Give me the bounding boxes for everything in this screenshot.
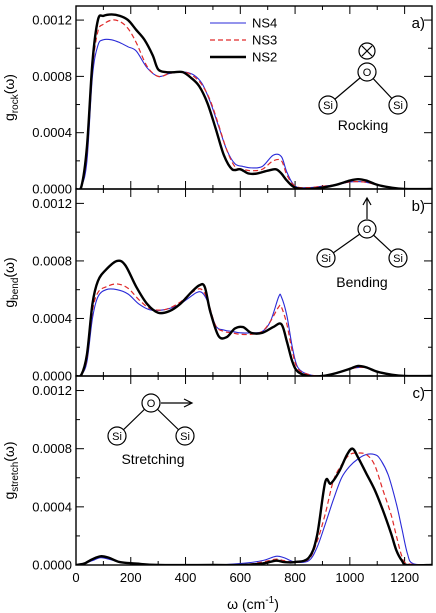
panel-a-ylabel-base: g	[1, 113, 17, 121]
bending-arrow-head	[362, 196, 372, 206]
legend: NS4 NS3 NS2	[210, 16, 277, 65]
panel-c-ylabel: gstretch(ω)	[1, 441, 21, 499]
panel-c-silicon-left-label: Si	[112, 431, 122, 443]
legend-label-ns3: NS3	[252, 33, 277, 48]
panel-b-ytick-label: 0.0000	[32, 369, 72, 384]
panel-a-oxygen-label: O	[363, 67, 372, 79]
panel-c-series-ns4	[76, 453, 432, 565]
panel-c-ylabel-tail: (ω)	[1, 441, 17, 461]
x-tick-label: 400	[175, 570, 197, 585]
x-tick-label: 800	[284, 570, 306, 585]
panel-b-silicon-left-circle	[316, 248, 336, 268]
panel-b-ytick-label: 0.0004	[32, 311, 72, 326]
panel-c-silicon-left-circle	[107, 426, 127, 446]
x-axis-label-sup: -1	[265, 595, 274, 606]
panel-a-oxygen-circle	[357, 62, 377, 82]
panel-c-ytick-label: 0.0008	[32, 441, 72, 456]
legend-label-ns2: NS2	[252, 50, 277, 65]
x-axis-label-close: )	[274, 596, 279, 612]
panel-c-silicon-right-circle	[175, 426, 195, 446]
panel-b-ylabel-sub: bend	[10, 278, 21, 300]
stretching-arrow-head	[183, 398, 194, 408]
panel-b-series-ns3	[76, 283, 432, 376]
x-tick-label: 0	[72, 570, 79, 585]
panel-a-ylabel-tail: (ω)	[1, 74, 17, 94]
panel-a-ytick-label: 0.0008	[32, 69, 72, 84]
panel-a-ytick-label: 0.0004	[32, 125, 72, 140]
panel-c-silicon-right-label: Si	[180, 431, 190, 443]
panel-a-ytick-label: 0.0012	[32, 13, 72, 28]
panel-c-ytick-label: 0.0000	[32, 558, 72, 573]
panel-b-silicon-right-circle	[388, 248, 408, 268]
panel-b-oxygen-label: O	[363, 224, 372, 236]
panel-c-oxygen-circle	[141, 393, 161, 413]
panel-b-silicon-left-label: Si	[321, 253, 331, 265]
panel-b-series-ns2	[76, 259, 432, 376]
x-tick-label: 200	[120, 570, 142, 585]
panel-a-inset-label: Rocking	[338, 117, 389, 133]
x-axis-label-base: ω (cm	[227, 596, 265, 612]
panel-c-ylabel-base: g	[1, 492, 17, 500]
panel-b-ylabel-base: g	[1, 300, 17, 308]
rocking-cross-line-2	[361, 45, 373, 57]
panel-c-ylabel-sub: stretch	[10, 462, 21, 492]
panel-a-silicon-left-circle	[318, 95, 338, 115]
x-axis: 0 200 400 600 800 1000 1200	[72, 570, 419, 585]
panel-b: 0.0000 0.0004 0.0008 0.0012 gbend(ω) b) O Si Si B…	[1, 188, 433, 384]
legend-label-ns4: NS4	[252, 16, 277, 31]
panel-b-silicon-right-label: Si	[393, 253, 403, 265]
x-tick-label: 1200	[390, 570, 419, 585]
panel-c: 0.0000 0.0004 0.0008 0.0012 gstretch(ω) c) O Si…	[1, 375, 433, 573]
panel-a-ylabel-sub: rock	[10, 93, 21, 113]
x-axis-label: ω (cm-1)	[227, 595, 279, 612]
panel-a-ylabel: grock(ω)	[1, 74, 21, 121]
panel-c-ytick-label: 0.0004	[32, 499, 72, 514]
panel-c-frame	[75, 375, 433, 566]
panel-b-ytick-label: 0.0012	[32, 196, 72, 211]
panel-a-silicon-left-label: Si	[323, 100, 333, 112]
panel-c-series-ns2	[76, 447, 432, 565]
panel-b-ytick-label: 0.0008	[32, 253, 72, 268]
panel-b-ylabel-tail: (ω)	[1, 257, 17, 277]
panel-c-ytick-label: 0.0012	[32, 383, 72, 398]
panel-a-label: a)	[412, 15, 425, 32]
panel-a-silicon-right-circle	[388, 95, 408, 115]
panel-c-series-ns3	[76, 452, 432, 565]
x-tick-label: 600	[229, 570, 251, 585]
panel-a-series-ns2	[76, 13, 432, 189]
panel-c-series-group	[76, 447, 432, 565]
panel-b-inset-label: Bending	[336, 274, 387, 290]
panel-a-ytick-label: 0.0000	[32, 182, 72, 197]
panel-c-inset-label: Stretching	[121, 451, 184, 467]
panel-b-series-group	[76, 259, 432, 376]
panel-b-label: b)	[412, 198, 425, 215]
panel-a-silicon-right-label: Si	[393, 100, 403, 112]
panel-c-label: c)	[413, 385, 426, 402]
panel-a: 0.0000 0.0004 0.0008 0.0012 grock(ω) a) O Si Si R…	[1, 5, 433, 197]
panel-c-oxygen-label: O	[147, 398, 156, 410]
panel-b-ylabel: gbend(ω)	[1, 257, 21, 307]
panel-b-oxygen-circle	[357, 219, 377, 239]
panel-a-series-group	[76, 13, 432, 189]
x-tick-label: 1000	[335, 570, 364, 585]
